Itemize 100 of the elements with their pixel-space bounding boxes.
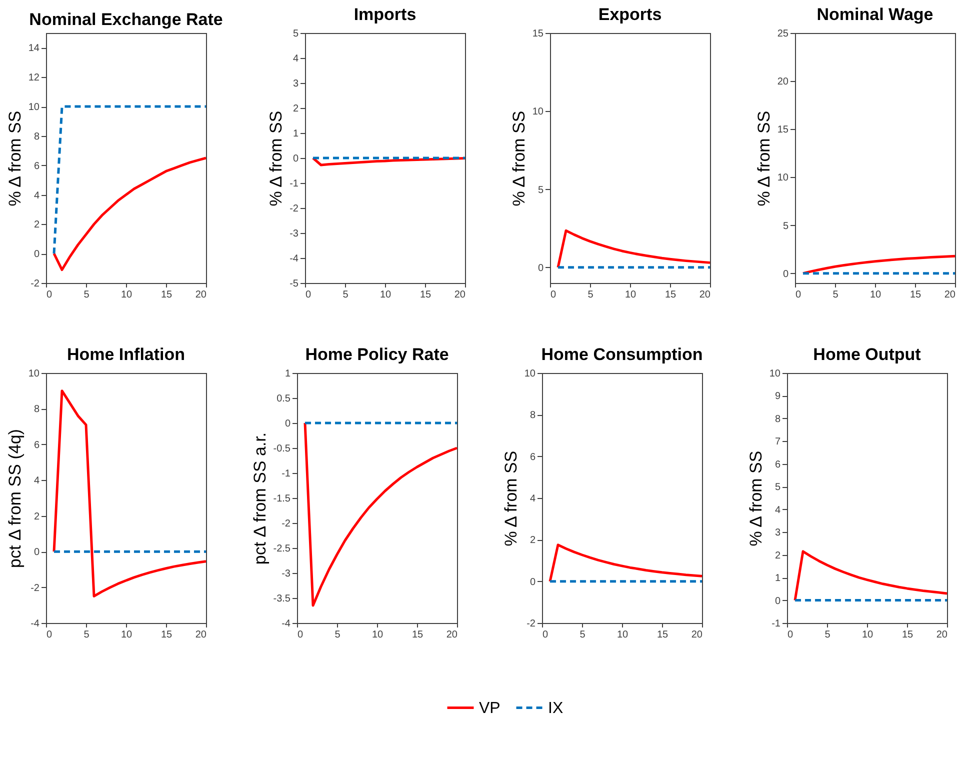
line-series (802, 254, 956, 275)
y-tick-label: 7 (774, 436, 781, 448)
y-tick-label: 0 (34, 249, 40, 260)
line-series (52, 156, 208, 272)
y-tick-label: 20 (777, 76, 789, 88)
y-tick-label: -4 (290, 254, 299, 264)
line-series (556, 229, 712, 269)
y-tick-label: 14 (28, 43, 40, 54)
y-tick-label: -2 (30, 582, 40, 594)
y-tick-label: 10 (28, 102, 40, 114)
y-tick-label: -4 (30, 618, 40, 630)
legend-label: IX (548, 700, 564, 717)
y-tick-label: 6 (530, 452, 536, 463)
y-tick-label: 2 (34, 511, 40, 522)
x-tick-label: 10 (380, 290, 392, 300)
y-tick-label: 6 (34, 440, 40, 451)
y-tick-label: 5 (782, 220, 789, 232)
chart-title: Imports (354, 5, 416, 24)
y-axis-title: pct Δ from SS a.r. (250, 432, 270, 565)
y-tick-label: 4 (292, 54, 299, 64)
chart-title: Nominal Wage (816, 5, 934, 24)
y-tick-label: -2 (30, 278, 40, 290)
y-tick-label: 5 (774, 482, 781, 494)
x-tick-label: 15 (910, 290, 922, 300)
y-tick-label: 8 (530, 410, 536, 422)
x-tick-label: 20 (446, 630, 458, 640)
x-tick-label: 20 (195, 630, 207, 640)
y-tick-label: 1 (284, 368, 291, 380)
legend-label: VP (479, 700, 500, 717)
y-tick-label: -3 (290, 228, 299, 240)
y-tick-label: -2.5 (273, 544, 291, 554)
y-tick-label: -1 (282, 468, 291, 480)
y-tick-label: 15 (532, 28, 544, 40)
y-tick-label: 2 (292, 104, 299, 114)
y-tick-label: 6 (34, 160, 40, 172)
y-tick-label: -1 (290, 178, 299, 190)
y-tick-label: 4 (34, 476, 40, 487)
line-series (548, 544, 704, 583)
x-tick-label: 15 (664, 290, 676, 300)
x-tick-label: 10 (862, 630, 874, 640)
x-tick-label: 5 (84, 290, 90, 300)
y-axis-title: % Δ from SS (746, 450, 766, 546)
y-tick-label: 1 (774, 573, 781, 584)
y-tick-label: 0 (774, 596, 781, 607)
x-tick-label: 15 (160, 290, 172, 300)
x-tick-label: 10 (616, 630, 628, 640)
x-tick-label: 15 (656, 630, 668, 640)
y-tick-label: 12 (28, 72, 40, 84)
x-tick-label: 15 (160, 630, 172, 640)
x-tick-label: 10 (372, 630, 384, 640)
y-axis-title: % Δ from SS (5, 110, 24, 206)
y-tick-label: 2 (530, 535, 536, 546)
y-tick-label: -4 (282, 618, 291, 630)
y-tick-label: 0.5 (276, 394, 291, 404)
x-tick-label: 20 (944, 290, 956, 300)
y-axis-title: % Δ from SS (501, 450, 520, 546)
y-tick-label: 8 (34, 131, 40, 142)
y-tick-label: 4 (530, 494, 536, 504)
y-tick-label: -2 (282, 518, 291, 530)
chart-title: Home Output (813, 345, 922, 364)
y-tick-label: -5 (290, 278, 299, 290)
y-axis-title: pct Δ from SS (4q) (5, 429, 24, 568)
y-tick-label: 0 (284, 418, 291, 430)
chart-title: Home Policy Rate (305, 345, 449, 364)
y-tick-label: -2 (526, 618, 536, 630)
y-tick-label: 2 (34, 220, 40, 231)
x-tick-label: 5 (342, 290, 349, 300)
x-tick-label: 20 (454, 290, 466, 300)
x-tick-label: 20 (936, 630, 948, 640)
y-tick-label: 6 (774, 459, 781, 470)
y-tick-label: -2 (290, 204, 299, 214)
y-tick-label: -1 (772, 618, 781, 630)
x-tick-label: 10 (870, 290, 882, 300)
x-tick-label: 5 (588, 290, 594, 300)
y-tick-label: 0 (782, 268, 789, 280)
y-tick-label: 4 (774, 504, 781, 516)
y-axis-title: % Δ from SS (509, 110, 528, 206)
y-tick-label: 5 (292, 28, 299, 40)
x-tick-label: 5 (580, 630, 586, 640)
line-series (794, 550, 948, 602)
y-tick-label: 10 (532, 106, 544, 118)
y-tick-label: -0.5 (273, 444, 291, 454)
y-tick-label: -3 (282, 568, 291, 580)
x-tick-label: 10 (120, 630, 132, 640)
y-tick-label: 3 (292, 78, 299, 90)
x-tick-label: 0 (306, 290, 312, 300)
y-tick-label: 8 (34, 404, 40, 416)
chart-title: Nominal Exchange Rate (29, 10, 223, 29)
y-axis-title: % Δ from SS (754, 110, 774, 206)
x-tick-label: 20 (699, 290, 711, 300)
x-tick-label: 5 (832, 290, 839, 300)
y-tick-label: 25 (777, 28, 789, 40)
x-tick-label: 5 (334, 630, 341, 640)
y-tick-label: 1 (292, 128, 299, 140)
x-tick-label: 5 (824, 630, 831, 640)
chart-title: Home Consumption (541, 345, 703, 364)
y-tick-label: 0 (538, 262, 544, 274)
x-tick-label: 10 (120, 290, 132, 300)
x-tick-label: 0 (550, 290, 556, 300)
y-tick-label: 9 (774, 391, 781, 402)
